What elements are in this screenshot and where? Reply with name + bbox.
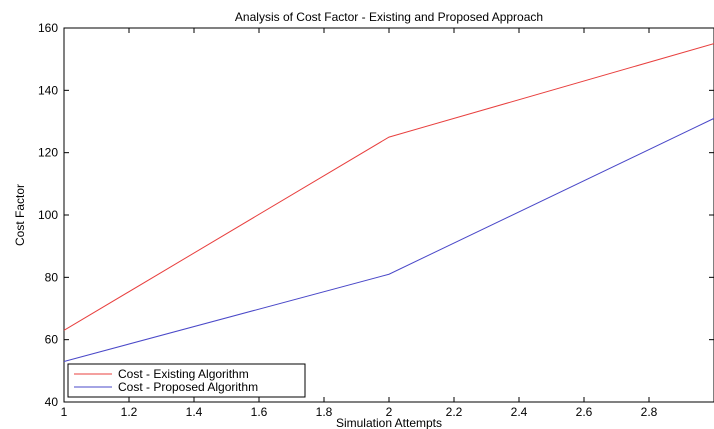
plot-area <box>63 27 714 403</box>
legend-box <box>67 363 306 398</box>
y-tick-label: 120 <box>38 146 58 160</box>
x-tick-label: 2.4 <box>511 405 528 419</box>
series-line-existing <box>63 43 714 331</box>
legend: Cost - Existing Algorithm Cost - Propose… <box>67 363 306 398</box>
series-line-proposed <box>63 117 714 362</box>
y-tick-label: 100 <box>38 208 58 222</box>
x-tick-label: 1.2 <box>121 405 138 419</box>
legend-label-existing: Cost - Existing Algorithm <box>118 367 249 381</box>
x-axis: 1 1.2 1.4 1.6 1.8 2 2.2 2.4 2.6 2.8 <box>61 28 658 419</box>
y-tick-label: 60 <box>45 333 59 347</box>
x-tick-label: 2 <box>386 405 393 419</box>
y-tick-label: 160 <box>38 21 58 35</box>
y-tick-label: 80 <box>45 270 59 284</box>
legend-label-proposed: Cost - Proposed Algorithm <box>118 380 258 394</box>
x-tick-label: 1.8 <box>316 405 333 419</box>
x-tick-label: 1.6 <box>251 405 268 419</box>
y-axis: 40 60 80 100 120 140 160 <box>38 21 714 409</box>
x-axis-label: Simulation Attempts <box>336 416 442 429</box>
series-lines <box>63 43 714 362</box>
x-tick-label: 2.2 <box>446 405 463 419</box>
chart-title: Analysis of Cost Factor - Existing and P… <box>235 10 543 24</box>
y-tick-label: 40 <box>45 395 59 409</box>
x-tick-label: 2.6 <box>576 405 593 419</box>
x-tick-label: 2.8 <box>641 405 658 419</box>
y-tick-label: 140 <box>38 83 58 97</box>
x-tick-label: 1.4 <box>186 405 203 419</box>
y-axis-label: Cost Factor <box>13 184 27 246</box>
x-tick-label: 1 <box>61 405 68 419</box>
